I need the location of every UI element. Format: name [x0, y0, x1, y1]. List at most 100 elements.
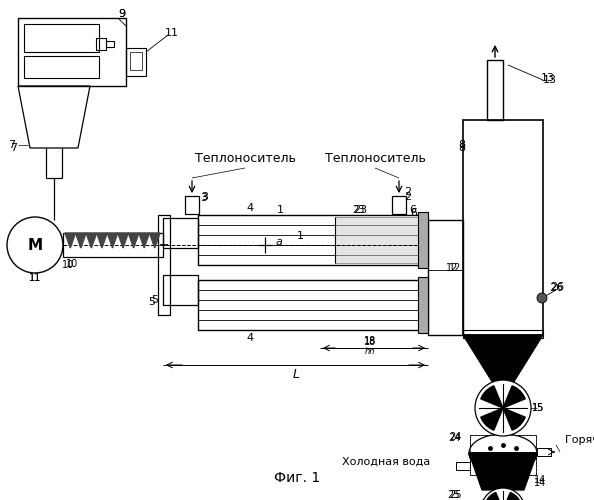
Polygon shape	[65, 233, 75, 248]
Bar	[498, 388, 508, 408]
Text: 18: 18	[364, 336, 376, 346]
Polygon shape	[108, 233, 118, 248]
Circle shape	[481, 488, 525, 500]
Text: 14: 14	[534, 478, 546, 488]
Bar	[163, 218, 198, 248]
Text: L: L	[292, 368, 299, 380]
Bar	[487, 60, 503, 120]
Text: Фиг. 1: Фиг. 1	[274, 471, 320, 485]
Text: 8: 8	[459, 140, 466, 150]
Text: 24: 24	[448, 433, 460, 443]
Text: 10: 10	[62, 260, 74, 270]
Bar	[130, 52, 142, 70]
Text: 7: 7	[8, 140, 15, 150]
Text: 26: 26	[549, 283, 563, 293]
Polygon shape	[503, 386, 525, 408]
Text: 4: 4	[247, 203, 254, 213]
Polygon shape	[118, 233, 128, 248]
Bar	[537, 448, 551, 456]
Text: 2: 2	[405, 192, 412, 202]
Bar	[24, 24, 99, 52]
Text: Холодная вода: Холодная вода	[342, 457, 430, 467]
Bar	[392, 196, 406, 214]
Text: 15: 15	[532, 403, 544, 413]
Text: 4: 4	[247, 333, 254, 343]
Text: 13: 13	[543, 75, 557, 85]
Circle shape	[7, 217, 63, 273]
Text: a: a	[276, 237, 282, 247]
Text: 9: 9	[118, 9, 125, 19]
Bar	[106, 41, 114, 47]
Polygon shape	[481, 386, 503, 408]
Text: Горячая вода: Горячая вода	[565, 435, 594, 445]
Text: 6: 6	[409, 205, 416, 215]
Polygon shape	[469, 453, 537, 490]
Polygon shape	[86, 233, 97, 248]
Bar	[63, 233, 163, 257]
Text: 25: 25	[447, 490, 459, 500]
Text: 23: 23	[352, 205, 364, 215]
Polygon shape	[128, 233, 139, 248]
Bar	[418, 212, 428, 268]
Polygon shape	[481, 408, 503, 430]
Text: Теплоноситель: Теплоноситель	[195, 152, 295, 164]
Text: 5: 5	[148, 297, 156, 307]
Text: 11: 11	[29, 273, 41, 283]
Text: Теплоноситель: Теплоноситель	[324, 152, 425, 164]
Polygon shape	[463, 335, 543, 388]
Text: 1: 1	[276, 205, 283, 215]
Text: 3: 3	[201, 193, 207, 203]
Text: 5: 5	[151, 295, 159, 305]
Polygon shape	[469, 453, 537, 472]
Text: 26: 26	[550, 282, 564, 292]
Polygon shape	[139, 233, 150, 248]
Bar	[163, 275, 198, 305]
Bar	[335, 217, 418, 263]
Bar	[470, 435, 536, 475]
Text: 25: 25	[448, 490, 462, 500]
Text: 14: 14	[534, 475, 546, 485]
Bar	[198, 280, 423, 330]
Polygon shape	[75, 233, 86, 248]
Text: 6: 6	[410, 208, 418, 218]
Bar	[126, 48, 146, 76]
Bar	[418, 277, 428, 333]
Text: 11: 11	[165, 28, 179, 38]
Bar	[158, 215, 170, 315]
Bar	[185, 196, 199, 214]
Ellipse shape	[469, 434, 537, 472]
Polygon shape	[503, 492, 520, 500]
Text: 8: 8	[459, 143, 466, 153]
Text: 18: 18	[364, 337, 376, 347]
Text: М: М	[27, 238, 43, 252]
Bar	[470, 435, 536, 475]
Text: 11: 11	[29, 273, 41, 283]
Bar	[428, 220, 463, 335]
Text: 12: 12	[449, 263, 461, 273]
Text: 12: 12	[446, 263, 458, 273]
Text: hn: hn	[365, 348, 375, 356]
Text: 7: 7	[11, 143, 18, 153]
Bar	[96, 38, 106, 50]
Bar	[18, 18, 126, 86]
Text: 1: 1	[296, 231, 304, 241]
Bar	[456, 462, 470, 470]
Text: 13: 13	[541, 73, 555, 83]
Text: 9: 9	[118, 9, 125, 19]
Text: 24: 24	[449, 432, 461, 442]
Polygon shape	[485, 492, 503, 500]
Bar	[463, 330, 543, 338]
Bar	[463, 120, 543, 335]
Bar	[198, 215, 423, 265]
Polygon shape	[503, 408, 525, 430]
Text: 15: 15	[532, 403, 544, 413]
Text: 10: 10	[66, 259, 78, 269]
Text: 23: 23	[353, 205, 367, 215]
Bar	[24, 56, 99, 78]
Circle shape	[475, 380, 531, 436]
Polygon shape	[150, 233, 160, 248]
Text: 3: 3	[201, 192, 208, 202]
Text: 2: 2	[405, 187, 412, 197]
Polygon shape	[97, 233, 108, 248]
Circle shape	[537, 293, 547, 303]
